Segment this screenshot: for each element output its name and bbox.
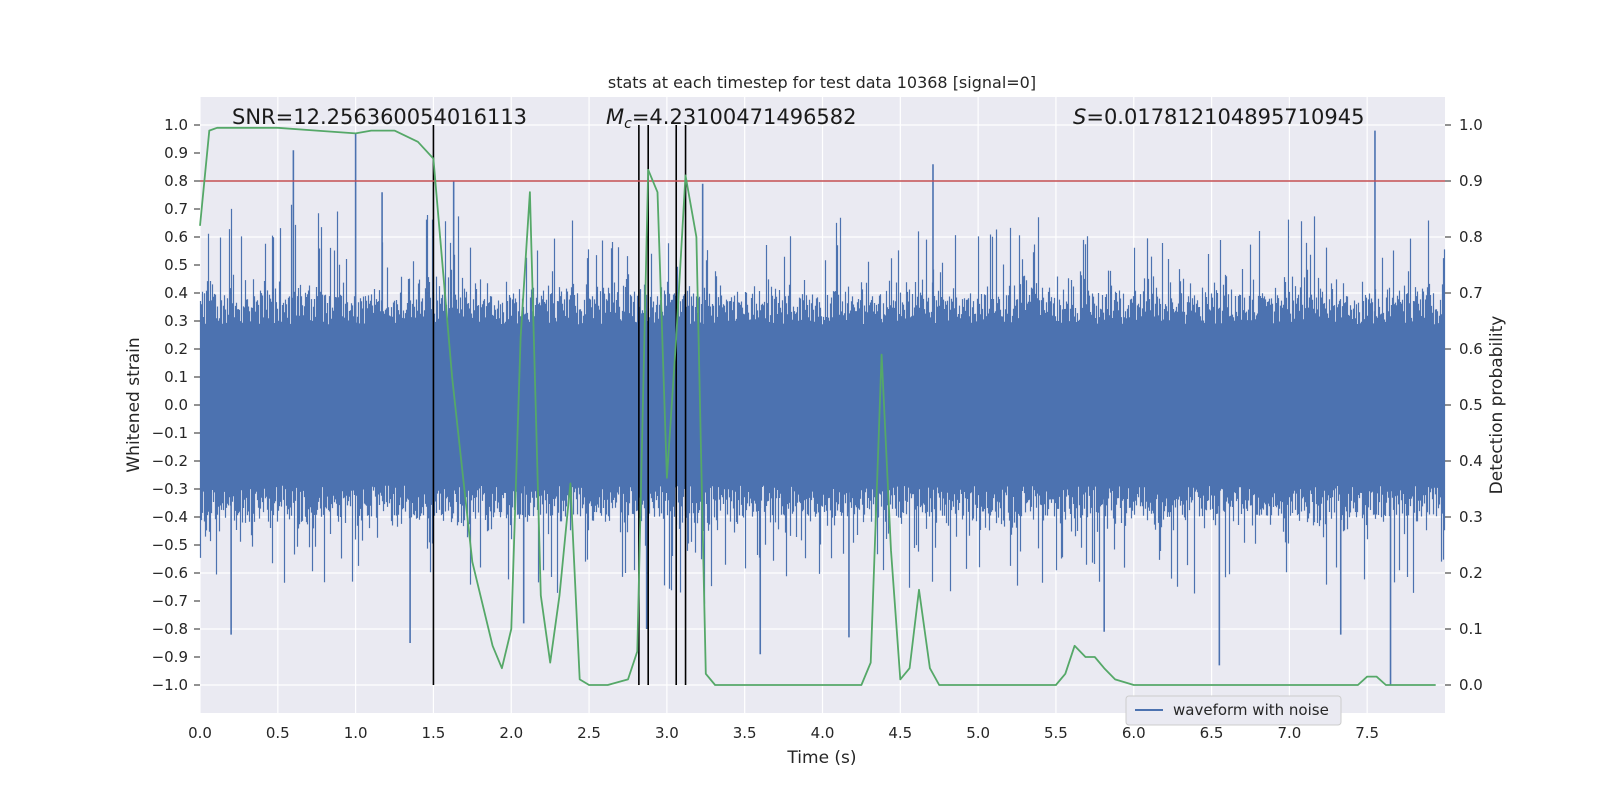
x-tick-label: 0.0 — [188, 724, 212, 742]
waveform-noise-trace — [199, 204, 1446, 604]
x-tick-label: 3.5 — [733, 724, 757, 742]
x-tick-label: 6.5 — [1200, 724, 1224, 742]
y2-tick-label: 0.1 — [1459, 620, 1483, 638]
y-tick-label: −0.1 — [152, 424, 188, 442]
y-tick-label: −0.9 — [152, 648, 188, 666]
y2-axis-label: Detection probability — [1487, 316, 1507, 495]
y2-tick-label: 0.2 — [1459, 564, 1483, 582]
y2-tick-label: 0.6 — [1459, 340, 1483, 358]
x-tick-label: 4.5 — [888, 724, 912, 742]
legend-box — [1125, 695, 1342, 726]
y2-tick-label: 0.0 — [1459, 676, 1483, 694]
x-tick-label: 1.0 — [344, 724, 368, 742]
y-tick-label: 1.0 — [164, 116, 188, 134]
x-tick-label: 0.5 — [266, 724, 290, 742]
y-tick-label: 0.8 — [164, 172, 188, 190]
x-tick-label: 4.0 — [811, 724, 835, 742]
y-axis-label: Whitened strain — [124, 337, 144, 472]
chart-title: stats at each timestep for test data 103… — [608, 73, 1036, 92]
x-tick-label: 2.5 — [577, 724, 601, 742]
y2-tick-label: 0.5 — [1459, 396, 1483, 414]
y2-tick-label: 0.3 — [1459, 508, 1483, 526]
x-tick-label: 3.0 — [655, 724, 679, 742]
s-value: =0.017812104895710945 — [1086, 105, 1364, 129]
vertical-marker-layer — [432, 125, 687, 685]
y2-tick-label: 0.7 — [1459, 284, 1483, 302]
x-tick-label: 7.0 — [1277, 724, 1301, 742]
snr-annotation: SNR=12.256360054016113 — [232, 105, 527, 129]
chirp-mass-value: =4.23100471496582 — [632, 105, 857, 129]
y-tick-label: −0.5 — [152, 536, 188, 554]
chirp-mass-subscript: c — [624, 116, 632, 132]
waveform-layer — [199, 130, 1446, 685]
y-tick-label: −0.2 — [152, 452, 188, 470]
y2-tick-label: 0.4 — [1459, 452, 1483, 470]
y-tick-label: 0.4 — [164, 284, 188, 302]
y-tick-label: −0.6 — [152, 564, 188, 582]
chirp-mass-annotation: Mc=4.23100471496582 — [606, 105, 857, 132]
y-tick-label: 0.6 — [164, 228, 188, 246]
legend-label-waveform: waveform with noise — [1173, 701, 1329, 719]
x-tick-label: 7.5 — [1355, 724, 1379, 742]
y-tick-label: 0.0 — [164, 396, 188, 414]
y-tick-label: −0.3 — [152, 480, 188, 498]
detection-probability-line — [199, 126, 1436, 686]
s-annotation: S=0.017812104895710945 — [1073, 105, 1364, 129]
s-symbol: S — [1073, 105, 1086, 129]
legend: waveform with noise — [1125, 695, 1342, 726]
y-tick-label: −0.8 — [152, 620, 188, 638]
chirp-mass-symbol: M — [606, 105, 624, 129]
x-axis-label: Time (s) — [786, 748, 856, 768]
y-tick-label: 0.9 — [164, 144, 188, 162]
y-tick-label: 0.1 — [164, 368, 188, 386]
y2-tick-label: 0.8 — [1459, 228, 1483, 246]
y-tick-label: −1.0 — [152, 676, 188, 694]
y-tick-label: 0.7 — [164, 200, 188, 218]
y-tick-layer: 1.0 0.9 0.8 0.7 0.6 0.5 0.4 0.3 0.2 0.1 0.0 −0.1 −0.… — [152, 116, 200, 694]
x-tick-label: 2.0 — [499, 724, 523, 742]
y-tick-label: −0.4 — [152, 508, 188, 526]
x-tick-layer: 0.0 0.5 1.0 1.5 2.0 2.5 3.0 3.5 4.0 4.5 5.0 5.5 6.0 6… — [188, 724, 1379, 742]
x-tick-label: 6.0 — [1122, 724, 1146, 742]
y2-tick-layer: 1.0 0.9 0.8 0.7 0.6 0.5 0.4 0.3 0.2 0.1 0.0 — [1445, 116, 1483, 694]
y-tick-label: 0.2 — [164, 340, 188, 358]
y2-tick-label: 1.0 — [1459, 116, 1483, 134]
y2-tick-label: 0.9 — [1459, 172, 1483, 190]
x-tick-label: 5.5 — [1044, 724, 1068, 742]
x-tick-label: 1.5 — [422, 724, 446, 742]
x-tick-label: 5.0 — [966, 724, 990, 742]
probability-layer — [199, 126, 1436, 686]
y-tick-label: 0.5 — [164, 256, 188, 274]
y-tick-label: 0.3 — [164, 312, 188, 330]
y-tick-label: −0.7 — [152, 592, 188, 610]
